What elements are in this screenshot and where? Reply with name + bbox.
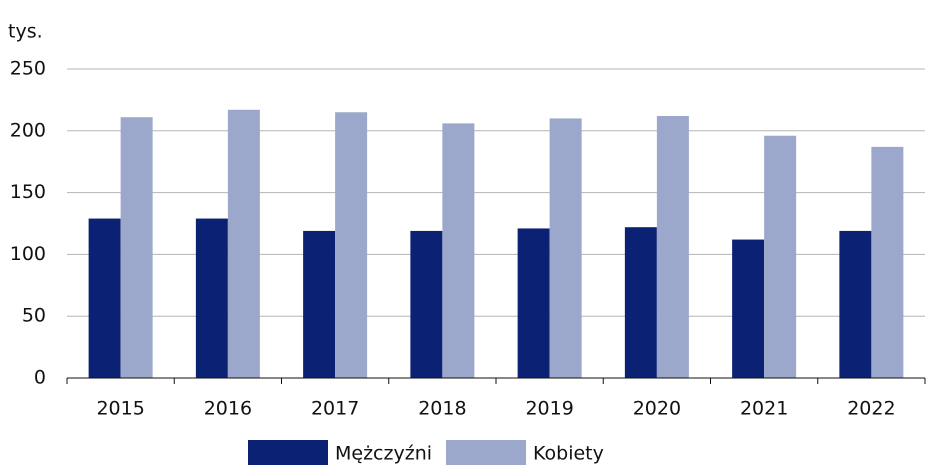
bar [120,117,153,378]
x-tick-label: 2018 [418,398,466,420]
y-tick-label: 50 [22,305,46,327]
x-tick-label: 2022 [847,398,895,420]
y-tick-label: 150 [10,181,46,203]
bar [410,230,443,378]
bar [871,146,904,378]
bar [624,227,657,378]
bar [656,115,689,378]
bar [335,112,368,378]
legend-swatch [248,440,328,465]
bar [195,218,228,378]
legend-swatch [446,440,526,465]
x-tick-label: 2020 [633,398,681,420]
bar [303,230,336,378]
x-tick-label: 2019 [525,398,573,420]
bar [549,118,582,378]
bar [764,135,797,378]
bar [517,228,550,378]
bar [732,239,765,378]
bar [442,123,475,378]
x-tick-label: 2016 [204,398,252,420]
legend-label: Mężczyźni [335,443,432,465]
bar [227,109,260,379]
bar [839,230,872,378]
x-tick-label: 2015 [96,398,144,420]
x-tick-label: 2017 [311,398,359,420]
y-axis-label: tys. [8,21,43,43]
bar [88,218,121,378]
legend-label: Kobiety [533,443,604,465]
y-tick-label: 100 [10,243,46,265]
y-tick-label: 250 [10,58,46,80]
y-tick-label: 0 [34,367,46,389]
y-tick-label: 200 [10,119,46,141]
x-tick-label: 2021 [740,398,788,420]
